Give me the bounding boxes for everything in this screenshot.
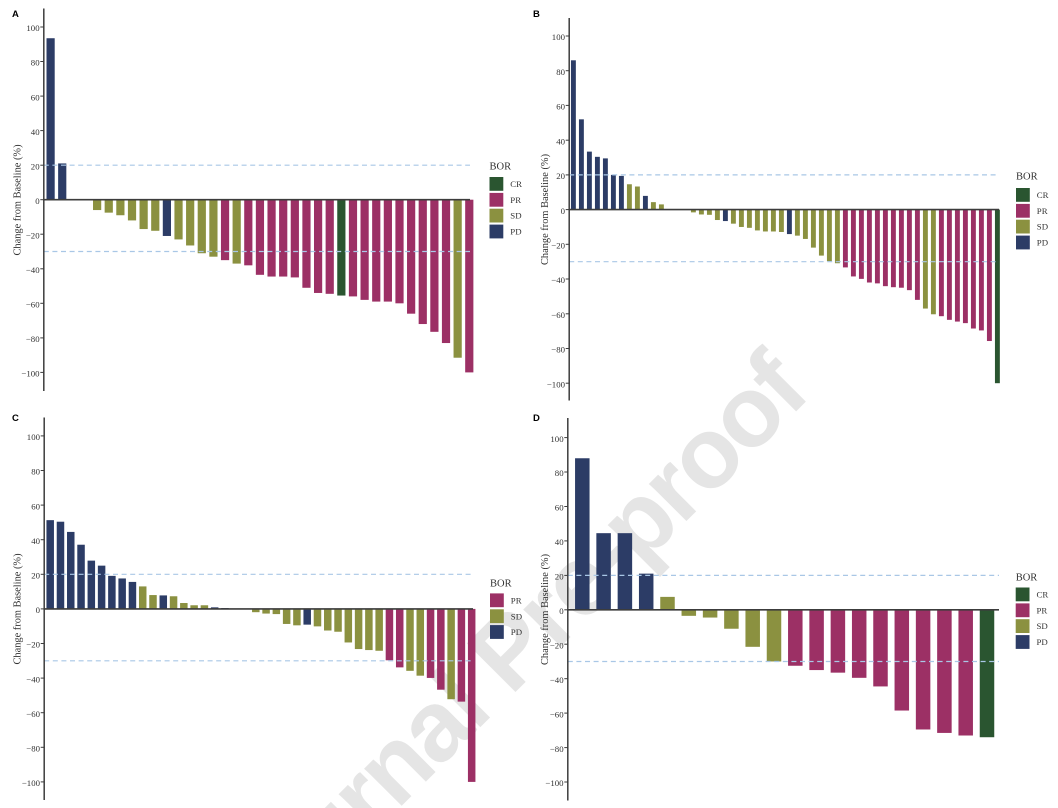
svg-text:BOR: BOR bbox=[1016, 172, 1038, 183]
svg-text:−100: −100 bbox=[22, 778, 41, 788]
svg-text:PR: PR bbox=[1037, 206, 1048, 216]
svg-text:−80: −80 bbox=[551, 345, 565, 355]
svg-text:PR: PR bbox=[511, 595, 522, 605]
svg-text:−40: −40 bbox=[551, 275, 565, 285]
svg-text:Change from Baseline (%): Change from Baseline (%) bbox=[12, 144, 23, 255]
svg-text:CR: CR bbox=[1037, 590, 1049, 600]
svg-text:PD: PD bbox=[511, 627, 522, 637]
svg-text:0: 0 bbox=[559, 606, 564, 616]
svg-text:PR: PR bbox=[510, 195, 521, 205]
svg-text:80: 80 bbox=[555, 468, 564, 478]
svg-text:A: A bbox=[12, 9, 19, 20]
svg-text:PD: PD bbox=[510, 227, 521, 237]
svg-text:PR: PR bbox=[1037, 605, 1048, 615]
svg-text:D: D bbox=[533, 413, 540, 424]
svg-text:40: 40 bbox=[31, 127, 40, 137]
svg-text:CR: CR bbox=[1037, 190, 1049, 200]
svg-text:20: 20 bbox=[556, 171, 565, 181]
svg-text:20: 20 bbox=[31, 571, 40, 581]
svg-text:80: 80 bbox=[31, 467, 40, 477]
svg-text:−40: −40 bbox=[550, 675, 564, 685]
svg-text:60: 60 bbox=[556, 102, 565, 112]
svg-text:−40: −40 bbox=[26, 674, 40, 684]
svg-text:−60: −60 bbox=[26, 709, 40, 719]
svg-text:Change from Baseline (%): Change from Baseline (%) bbox=[540, 554, 551, 665]
svg-text:−60: −60 bbox=[26, 300, 40, 310]
svg-text:SD: SD bbox=[511, 611, 522, 621]
svg-text:PD: PD bbox=[1037, 637, 1048, 647]
svg-text:100: 100 bbox=[550, 434, 564, 444]
svg-text:PD: PD bbox=[1037, 238, 1048, 248]
svg-text:B: B bbox=[533, 9, 540, 20]
svg-text:−20: −20 bbox=[26, 640, 40, 650]
svg-text:SD: SD bbox=[510, 211, 521, 221]
svg-text:−80: −80 bbox=[550, 744, 564, 754]
svg-text:40: 40 bbox=[31, 536, 40, 546]
svg-text:BOR: BOR bbox=[490, 162, 512, 173]
svg-text:−80: −80 bbox=[26, 334, 40, 344]
svg-text:−60: −60 bbox=[550, 709, 564, 719]
svg-text:−20: −20 bbox=[551, 241, 565, 251]
svg-text:0: 0 bbox=[35, 196, 40, 206]
svg-text:Change from Baseline (%): Change from Baseline (%) bbox=[12, 553, 23, 664]
svg-text:−100: −100 bbox=[545, 778, 564, 788]
svg-text:CR: CR bbox=[510, 179, 522, 189]
svg-text:BOR: BOR bbox=[490, 579, 512, 590]
svg-text:−100: −100 bbox=[547, 379, 566, 389]
svg-text:SD: SD bbox=[1037, 621, 1048, 631]
svg-text:−20: −20 bbox=[550, 640, 564, 650]
svg-text:0: 0 bbox=[36, 605, 41, 615]
svg-text:40: 40 bbox=[556, 136, 565, 146]
svg-text:100: 100 bbox=[26, 23, 40, 33]
svg-text:SD: SD bbox=[1037, 222, 1048, 232]
svg-text:20: 20 bbox=[555, 572, 564, 582]
svg-text:60: 60 bbox=[555, 503, 564, 513]
svg-text:60: 60 bbox=[31, 501, 40, 511]
svg-text:C: C bbox=[12, 413, 19, 424]
svg-text:20: 20 bbox=[31, 161, 40, 171]
svg-text:0: 0 bbox=[561, 206, 566, 216]
svg-text:BOR: BOR bbox=[1016, 573, 1038, 584]
svg-text:−80: −80 bbox=[26, 744, 40, 754]
svg-text:−100: −100 bbox=[21, 369, 40, 379]
svg-text:−40: −40 bbox=[26, 265, 40, 275]
svg-text:100: 100 bbox=[552, 32, 566, 42]
svg-text:80: 80 bbox=[556, 67, 565, 77]
svg-text:60: 60 bbox=[31, 92, 40, 102]
svg-text:80: 80 bbox=[31, 58, 40, 68]
svg-text:100: 100 bbox=[27, 432, 41, 442]
svg-text:Change from Baseline (%): Change from Baseline (%) bbox=[540, 154, 551, 265]
svg-text:−60: −60 bbox=[551, 310, 565, 320]
svg-text:−20: −20 bbox=[26, 230, 40, 240]
svg-text:40: 40 bbox=[555, 537, 564, 547]
